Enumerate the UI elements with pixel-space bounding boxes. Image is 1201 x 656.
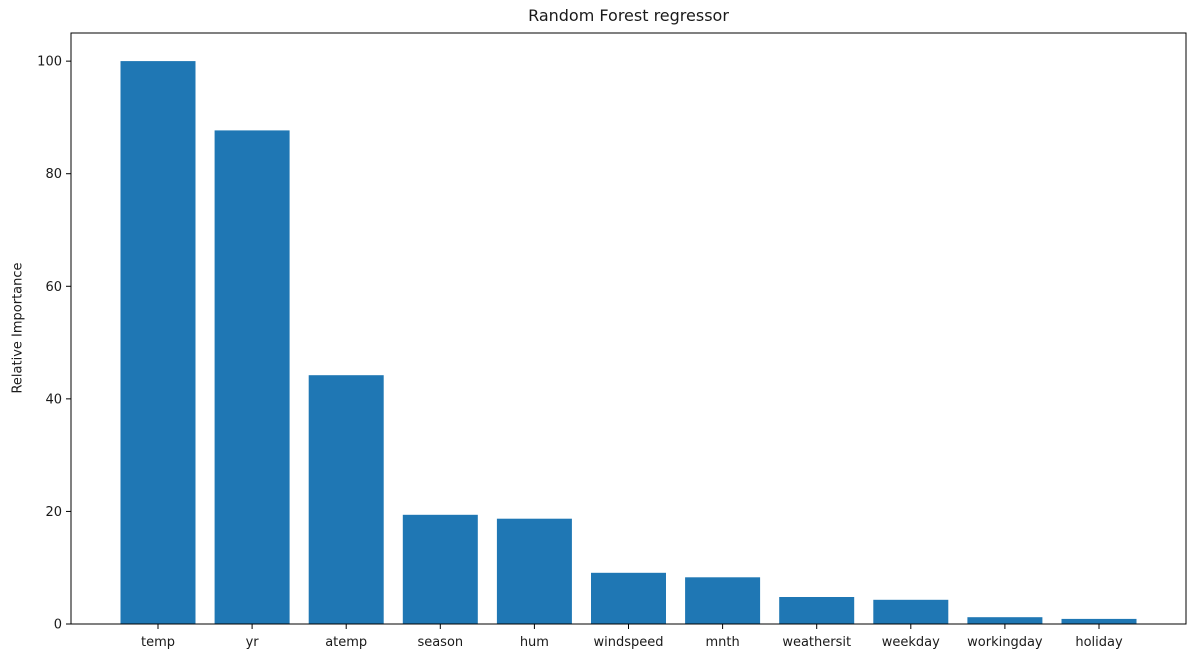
x-tick-label-atemp: atemp: [325, 635, 367, 650]
bar-weathersit: [779, 597, 855, 624]
y-tick-label: 100: [37, 55, 62, 70]
bar-season: [402, 514, 478, 624]
x-tick-label-temp: temp: [141, 635, 175, 650]
bar-atemp: [308, 375, 384, 624]
y-tick-label: 40: [45, 392, 62, 407]
bar-hum: [496, 518, 572, 624]
x-tick-label-hum: hum: [520, 635, 549, 650]
bar-yr: [214, 130, 290, 624]
bar-windspeed: [591, 572, 666, 624]
chart-title: Random Forest regressor: [528, 6, 729, 25]
x-tick-label-season: season: [417, 635, 463, 650]
x-tick-label-weathersit: weathersit: [782, 635, 851, 650]
x-tick-label-holiday: holiday: [1075, 635, 1123, 650]
x-tick-label-weekday: weekday: [882, 635, 940, 650]
bar-temp: [120, 61, 196, 625]
bar-weekday: [873, 599, 949, 624]
bar-holiday: [1061, 618, 1137, 624]
x-tick-label-windspeed: windspeed: [593, 635, 663, 650]
y-tick-label: 20: [45, 505, 62, 520]
y-tick-label: 60: [45, 280, 62, 295]
y-tick-label: 80: [45, 167, 62, 182]
y-tick-label: 0: [54, 618, 62, 633]
x-tick-label-yr: yr: [246, 635, 260, 650]
x-tick-label-workingday: workingday: [967, 635, 1043, 650]
x-tick-label-mnth: mnth: [705, 635, 739, 650]
bar-mnth: [685, 577, 761, 624]
bar-workingday: [967, 617, 1043, 624]
